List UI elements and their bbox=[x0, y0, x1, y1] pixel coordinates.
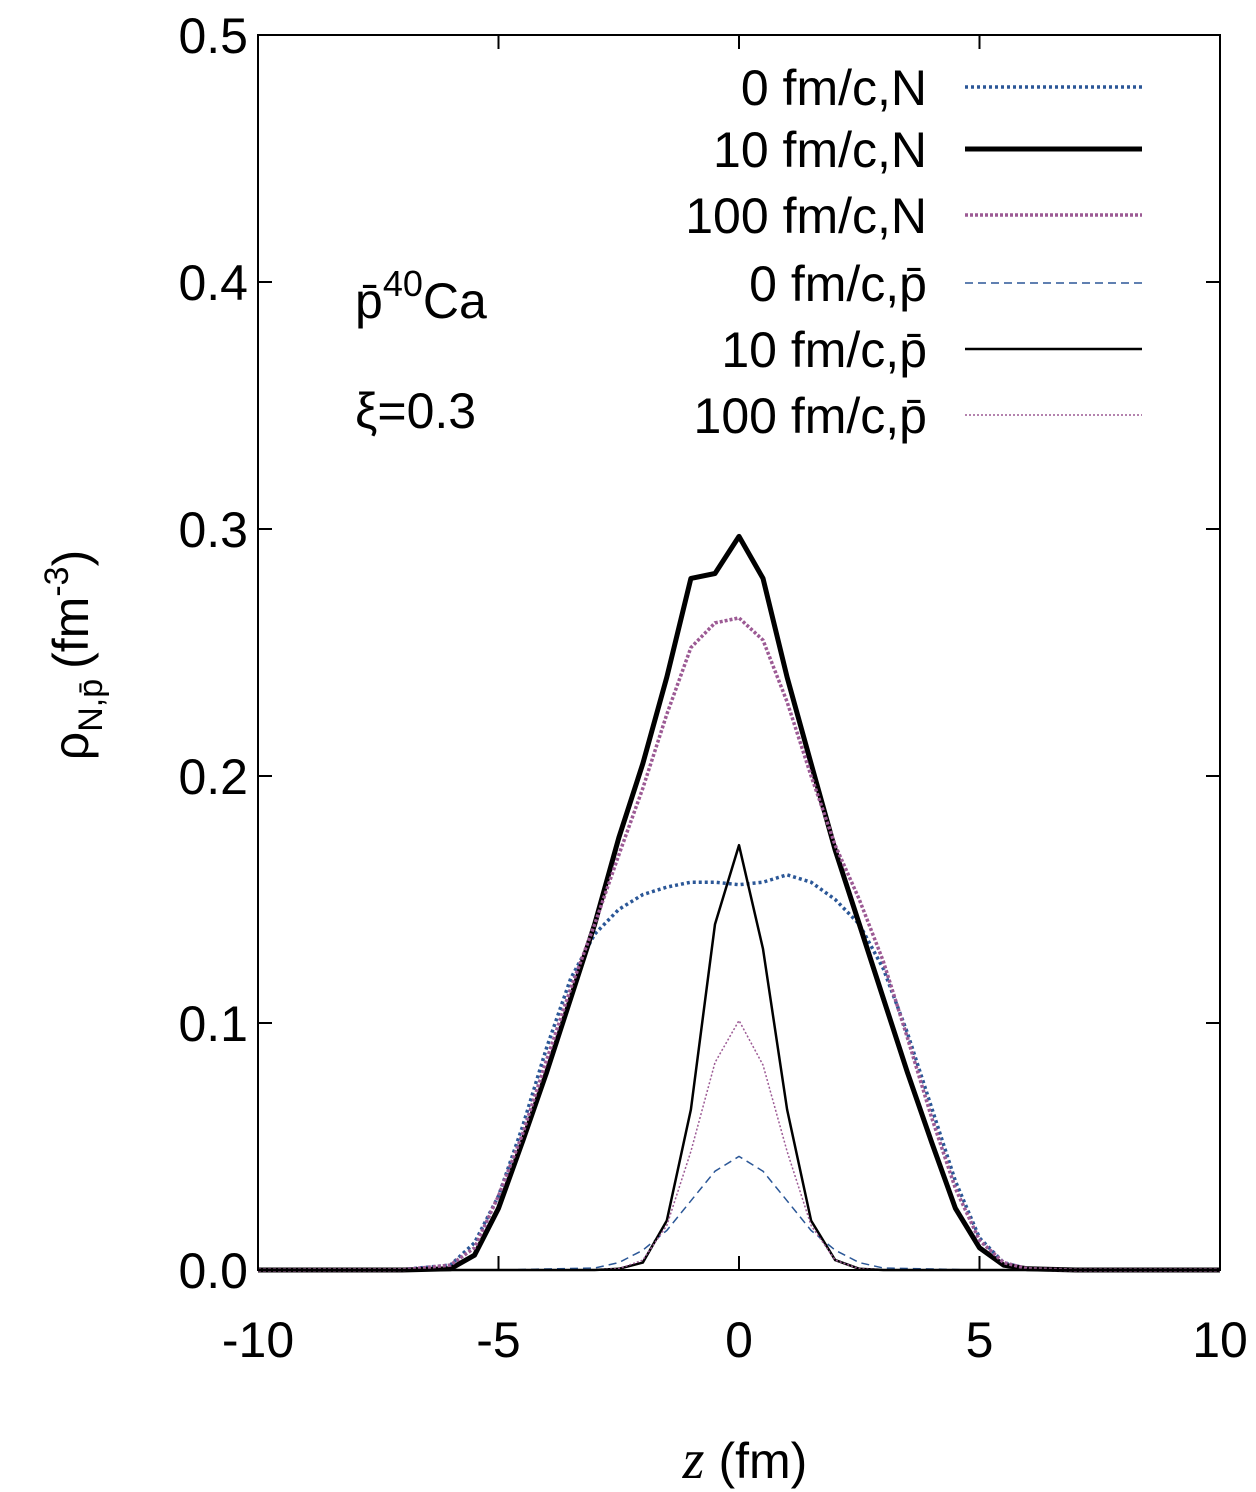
x-tick-label: 0 bbox=[725, 1312, 753, 1368]
x-axis-unit: (fm) bbox=[718, 1433, 807, 1489]
y-tick-label: 0.3 bbox=[178, 502, 248, 558]
annotation-xi: ξ=0.3 bbox=[355, 383, 476, 439]
y-axis-symbol: ρ bbox=[43, 732, 99, 760]
y-axis-close: ) bbox=[43, 550, 99, 567]
x-axis-variable: z bbox=[682, 1429, 705, 1491]
x-tick-label: 10 bbox=[1192, 1312, 1248, 1368]
annotation-system: p̄40Ca bbox=[355, 263, 487, 329]
legend-label: 0 fm/c,N bbox=[741, 60, 927, 116]
legend: 0 fm/c,N 10 fm/c,N 100 fm/c,N 0 fm/c,p̄ 10 f… bbox=[685, 60, 1142, 444]
annotation-system-element: Ca bbox=[423, 273, 487, 329]
legend-label: 0 fm/c,p̄ bbox=[749, 256, 927, 312]
series-line-2 bbox=[258, 533, 1220, 1273]
legend-label: 10 fm/c,N bbox=[713, 122, 927, 178]
annotation-system-mass: 40 bbox=[383, 263, 423, 304]
legend-label: 100 fm/c,N bbox=[685, 188, 927, 244]
y-tick-label: 0.1 bbox=[178, 996, 248, 1052]
y-axis-subscript: N,p̄ bbox=[72, 679, 110, 732]
x-tick-label: -10 bbox=[222, 1312, 294, 1368]
plot-frame bbox=[257, 34, 1221, 1271]
x-tick-label: 5 bbox=[966, 1312, 994, 1368]
y-tick-label: 0.5 bbox=[178, 8, 248, 64]
x-axis-title: z (fm) bbox=[682, 1429, 808, 1491]
legend-label: 10 fm/c,p̄ bbox=[721, 322, 927, 378]
x-tick-label: -5 bbox=[476, 1312, 520, 1368]
series-line-4 bbox=[258, 1155, 1220, 1271]
y-axis-title: ρN,p̄ (fm-3) bbox=[38, 550, 110, 760]
series-line-5 bbox=[258, 843, 1220, 1272]
y-axis-exponent: -3 bbox=[38, 566, 76, 596]
y-tick-label: 0.4 bbox=[178, 255, 248, 311]
series-line-6 bbox=[258, 1019, 1220, 1271]
y-axis-unit: (fm bbox=[43, 597, 99, 669]
y-tick-label: 0.2 bbox=[178, 749, 248, 805]
series-lines bbox=[257, 533, 1220, 1273]
legend-label: 100 fm/c,p̄ bbox=[694, 388, 927, 444]
annotation-system-prefix: p̄ bbox=[355, 273, 383, 329]
system-annotation: p̄40Ca ξ=0.3 bbox=[355, 263, 487, 439]
series-line-3 bbox=[257, 616, 1220, 1272]
tick-labels: -10 -5 0 5 10 0.0 0.1 0.2 0.3 0.4 0.5 bbox=[178, 8, 1247, 1368]
series-line-1 bbox=[257, 873, 1220, 1272]
y-tick-label: 0.0 bbox=[178, 1243, 248, 1299]
